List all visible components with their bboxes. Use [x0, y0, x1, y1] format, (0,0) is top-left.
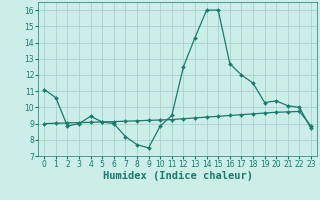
X-axis label: Humidex (Indice chaleur): Humidex (Indice chaleur) [103, 171, 252, 181]
